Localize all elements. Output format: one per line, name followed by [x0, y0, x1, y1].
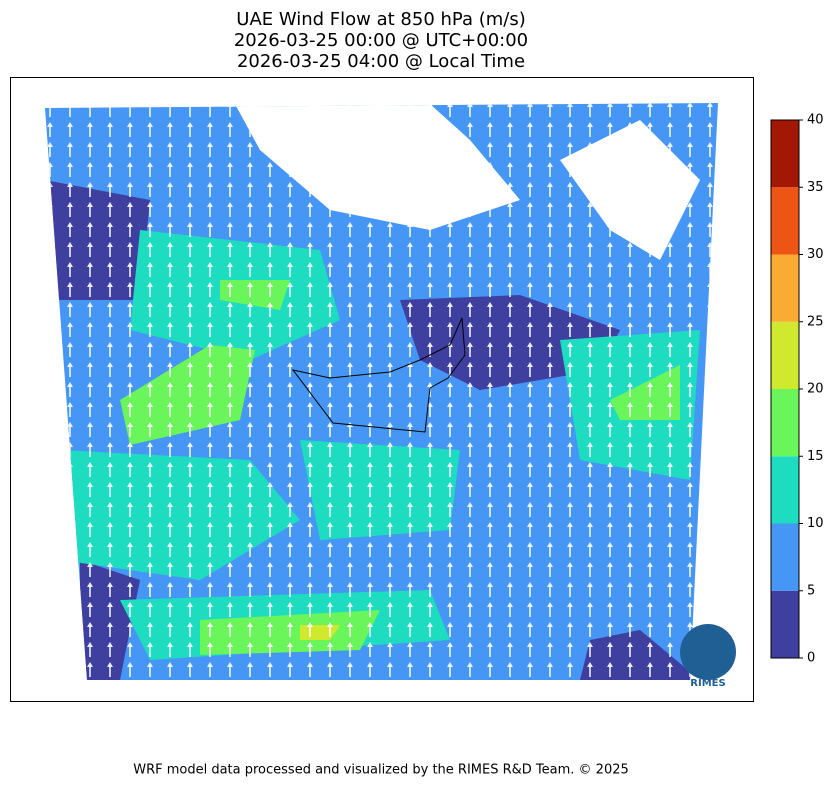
logo-circle	[680, 624, 736, 680]
colorbar-tick-label: 20	[807, 382, 824, 397]
colorbar-tick-label: 40	[807, 113, 824, 128]
title-line: 2026-03-25 04:00 @ Local Time	[237, 51, 525, 72]
wind-field	[45, 103, 718, 680]
logo-text: RIMES	[690, 678, 725, 689]
wind-arrows	[45, 103, 718, 680]
colorbar-tick-label: 5	[807, 583, 815, 598]
colorbar-band	[771, 321, 799, 389]
colorbar: 0 5 10 15 20 25 30 35 40	[770, 113, 824, 666]
colorbar-tick-label: 0	[807, 651, 815, 666]
title-line: 2026-03-25 00:00 @ UTC+00:00	[234, 30, 528, 51]
colorbar-tick-label: 35	[807, 180, 824, 195]
logo: RIMES	[680, 624, 736, 689]
colorbar-band	[771, 590, 799, 658]
title-block: UAE Wind Flow at 850 hPa (m/s)2026-03-25…	[234, 9, 528, 72]
colorbar-band	[771, 254, 799, 322]
map-frame	[10, 77, 754, 702]
colorbar-band	[771, 523, 799, 591]
colorbar-tick-label: 30	[807, 247, 824, 262]
colorbar-tick-label: 15	[807, 449, 824, 464]
colorbar-band	[771, 389, 799, 457]
title-line: UAE Wind Flow at 850 hPa (m/s)	[236, 9, 525, 30]
footer: WRF model data processed and visualized …	[133, 763, 629, 778]
colorbar-band	[771, 120, 799, 188]
colorbar-band	[771, 456, 799, 524]
colorbar-tick-label: 10	[807, 516, 824, 531]
colorbar-band	[771, 187, 799, 255]
colorbar-tick-label: 25	[807, 314, 824, 329]
uae-border	[291, 317, 466, 433]
